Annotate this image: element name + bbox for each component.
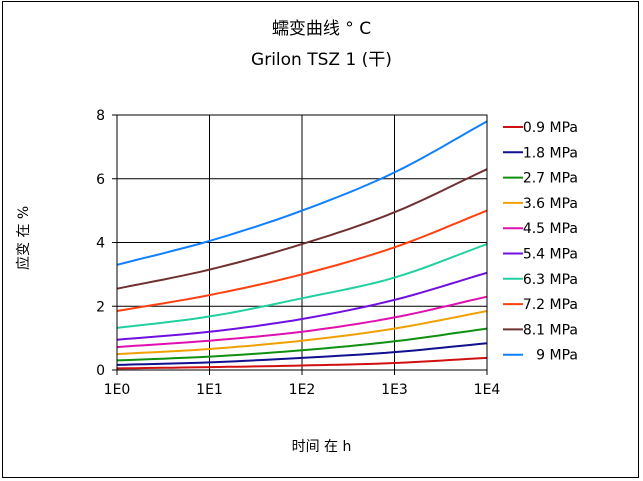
tick-labels: 1E0 1E1 1E2 1E3 1E4 0 2 4 6 8 — [96, 108, 500, 398]
y-tick-label: 8 — [96, 108, 105, 124]
series-line — [116, 243, 488, 329]
series-line — [116, 168, 488, 290]
legend-label: 5.4 MPa — [523, 247, 578, 263]
x-tick-label: 1E4 — [474, 382, 501, 398]
y-tick-label: 0 — [96, 363, 105, 379]
legend-label: 8.1 MPa — [523, 322, 578, 338]
legend-label: 6.3 MPa — [523, 272, 578, 288]
x-tick-label: 1E1 — [196, 382, 223, 398]
x-tick-label: 1E2 — [289, 382, 316, 398]
chart-title: 蠕变曲线 ° C — [271, 19, 372, 39]
y-tick-label: 6 — [96, 172, 105, 188]
legend-label: 2.7 MPa — [523, 171, 578, 187]
series-line — [116, 342, 488, 366]
legend-label: 4.5 MPa — [523, 221, 578, 237]
x-axis-label: 时间 在 h — [291, 439, 352, 455]
series-line — [116, 356, 488, 370]
x-tick-label: 1E0 — [104, 382, 131, 398]
series-line — [116, 310, 488, 356]
legend-label: 3.6 MPa — [523, 196, 578, 212]
legend-label: 7.2 MPa — [523, 297, 578, 313]
series-line — [116, 295, 488, 349]
series-line — [116, 120, 488, 266]
series-line — [116, 327, 488, 362]
x-tick-label: 1E3 — [381, 382, 408, 398]
legend-label: 0.9 MPa — [523, 120, 578, 136]
y-tick-label: 4 — [96, 236, 105, 252]
plot-border — [116, 114, 488, 371]
legend-label: 9 MPa — [536, 348, 578, 364]
legend-label: 1.8 MPa — [523, 145, 578, 161]
y-tick-label: 2 — [96, 299, 105, 315]
chart-subtitle: Grilon TSZ 1 (干) — [251, 50, 392, 70]
series-line — [116, 209, 488, 312]
series-lines — [116, 120, 488, 370]
series-line — [116, 271, 488, 341]
legend: 0.9 MPa 1.8 MPa 2.7 MPa 3.6 MPa 4.5 MPa 5.4 M… — [503, 120, 578, 364]
